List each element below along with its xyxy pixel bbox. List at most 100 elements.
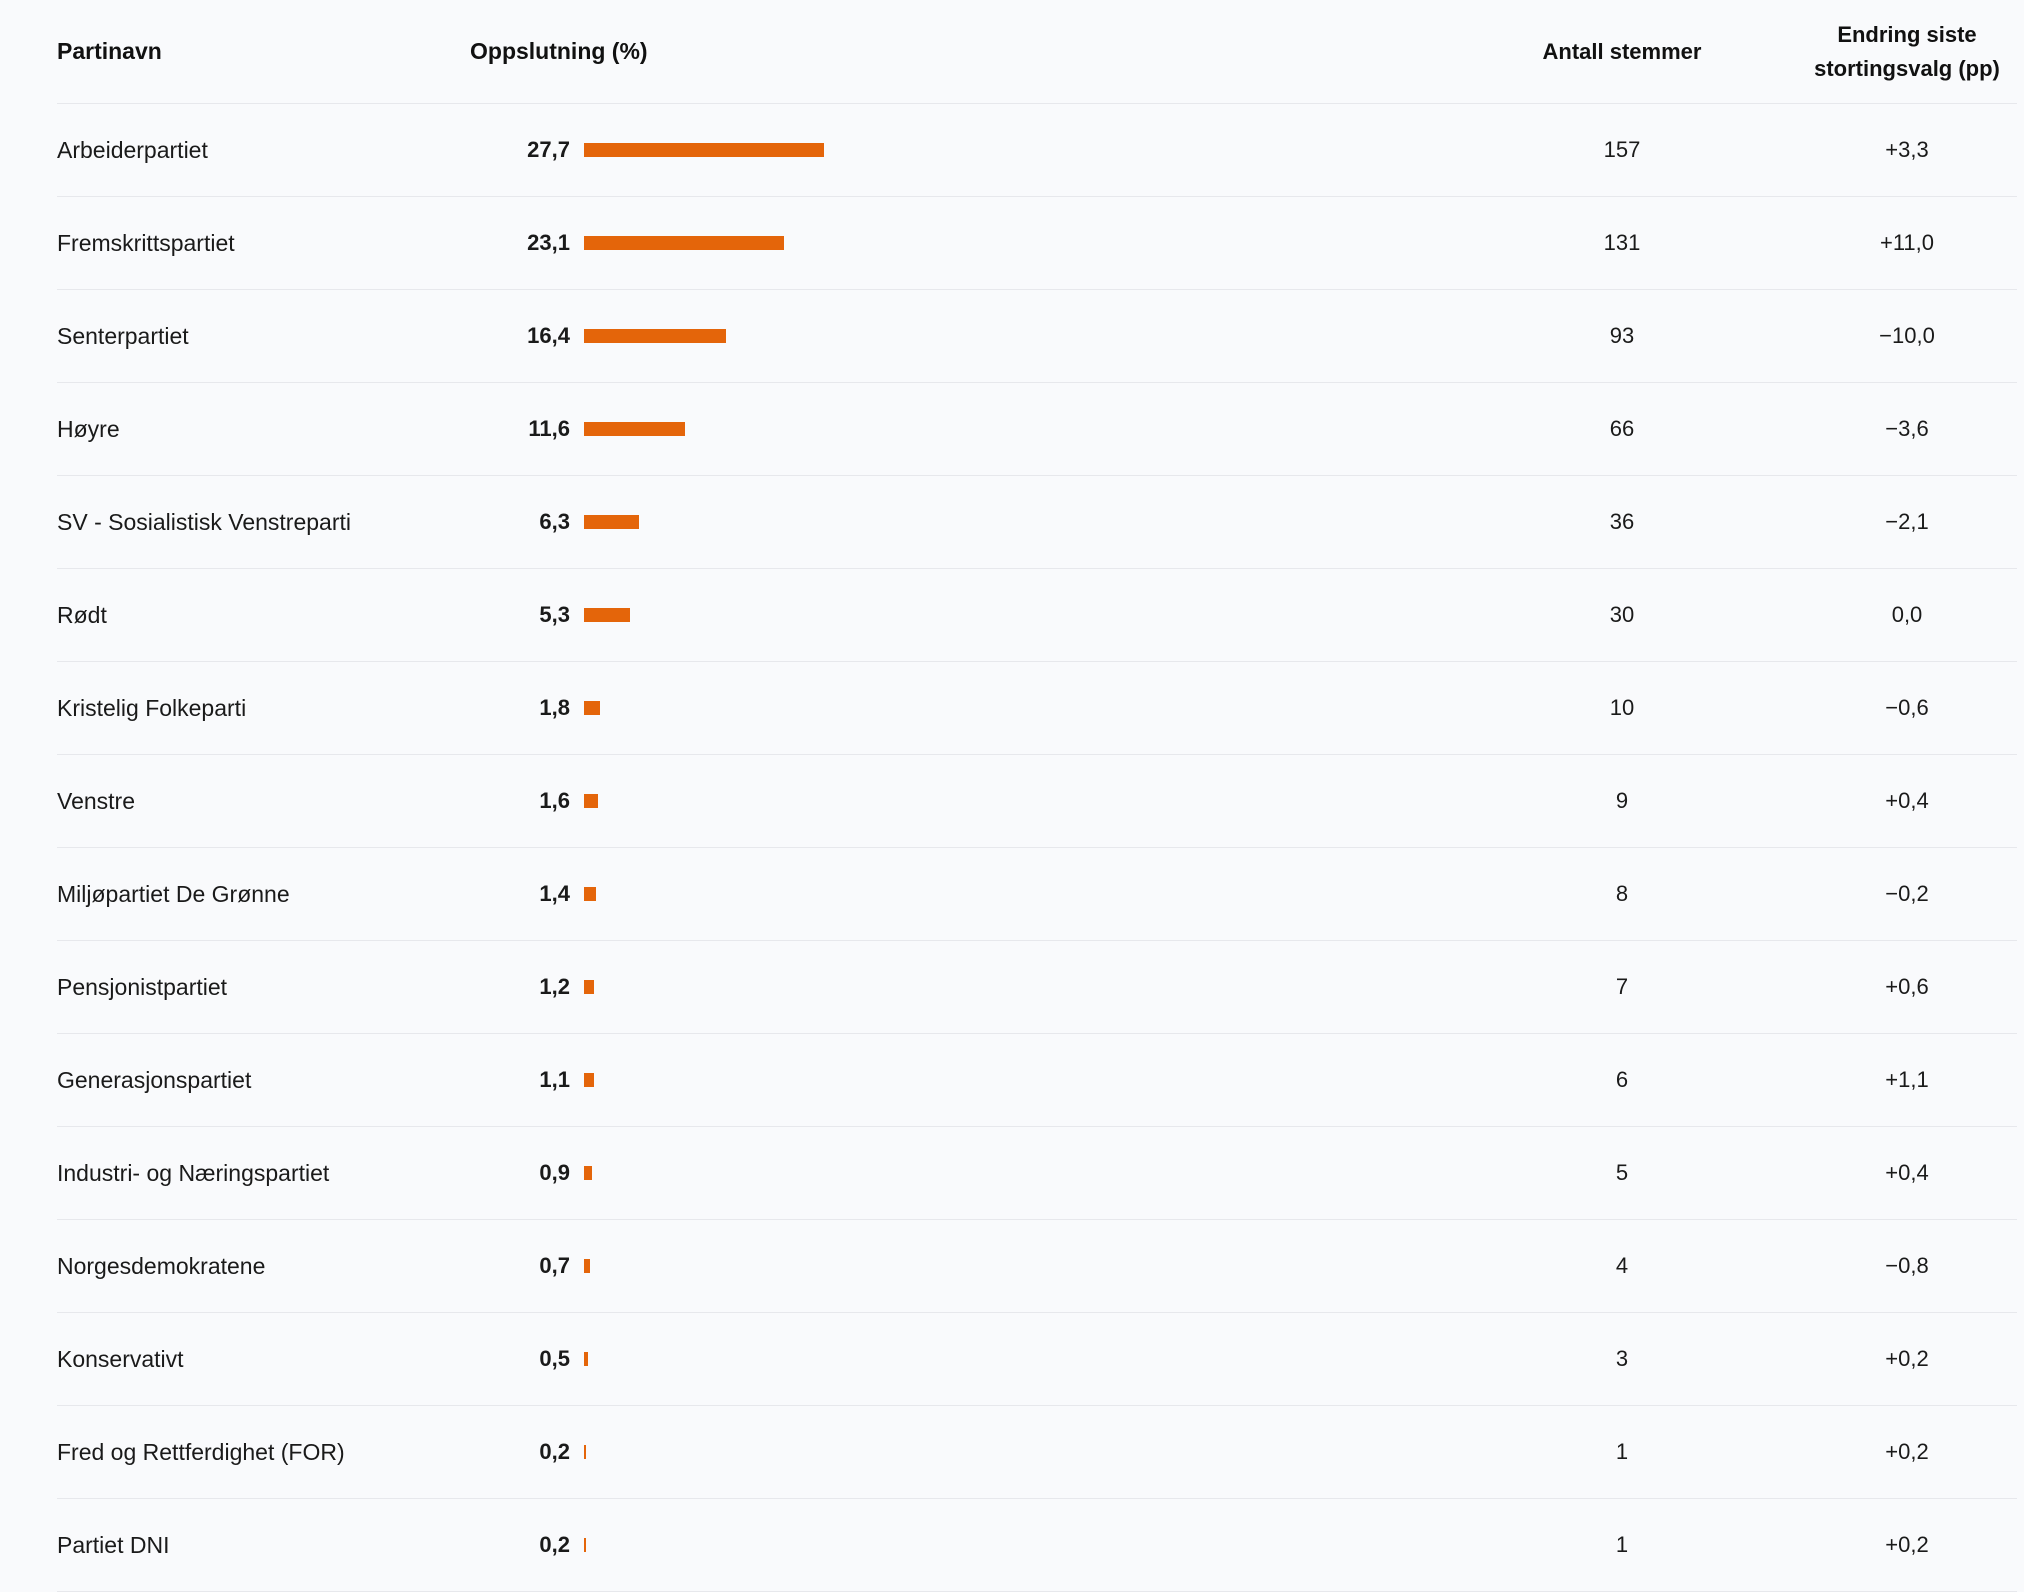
table-row: Høyre 11,6 66 −3,6 bbox=[57, 383, 2017, 476]
votes-value: 7 bbox=[1615, 974, 1629, 999]
share-value: 0,2 bbox=[539, 1532, 570, 1557]
share-bar-track bbox=[584, 422, 1284, 436]
votes-value: 1 bbox=[1615, 1532, 1629, 1557]
share-bar bbox=[584, 608, 630, 622]
votes-value: 8 bbox=[1615, 881, 1629, 906]
share-cell: 23,1 bbox=[470, 197, 1370, 289]
share-cell: 1,6 bbox=[470, 755, 1370, 847]
share-bar bbox=[584, 515, 639, 529]
share-cell: 1,2 bbox=[470, 941, 1370, 1033]
share-bar bbox=[584, 980, 595, 994]
share-bar bbox=[584, 887, 597, 901]
table-row: SV - Sosialistisk Venstreparti 6,3 36 −2… bbox=[57, 476, 2017, 569]
share-bar bbox=[584, 1352, 589, 1366]
share-cell: 1,8 bbox=[470, 662, 1370, 754]
party-name: Industri- og Næringspartiet bbox=[57, 1159, 330, 1186]
share-value: 1,6 bbox=[539, 788, 570, 813]
share-bar-track bbox=[584, 1166, 1284, 1180]
share-cell: 11,6 bbox=[470, 383, 1370, 475]
share-cell: 16,4 bbox=[470, 290, 1370, 382]
share-bar bbox=[584, 329, 727, 343]
change-value: 0,0 bbox=[1891, 602, 1923, 627]
table-row: Partiet DNI 0,2 1 +0,2 bbox=[57, 1499, 2017, 1592]
share-bar bbox=[584, 1259, 591, 1273]
party-name: Miljøpartiet De Grønne bbox=[57, 880, 290, 907]
share-bar-track bbox=[584, 329, 1284, 343]
table-row: Fred og Rettferdighet (FOR) 0,2 1 +0,2 bbox=[57, 1406, 2017, 1499]
party-name: Partiet DNI bbox=[57, 1531, 170, 1558]
party-name: Venstre bbox=[57, 787, 135, 814]
party-name: Generasjonspartiet bbox=[57, 1066, 252, 1093]
share-value: 1,1 bbox=[539, 1067, 570, 1092]
votes-value: 1 bbox=[1615, 1439, 1629, 1464]
share-bar bbox=[584, 422, 685, 436]
party-name: Kristelig Folkeparti bbox=[57, 694, 247, 721]
share-value: 11,6 bbox=[528, 416, 570, 441]
share-value: 5,3 bbox=[539, 602, 570, 627]
share-bar-track bbox=[584, 1259, 1284, 1273]
share-bar-track bbox=[584, 887, 1284, 901]
share-bar-track bbox=[584, 1073, 1284, 1087]
votes-value: 9 bbox=[1615, 788, 1629, 813]
change-value: −0,8 bbox=[1885, 1253, 1929, 1278]
change-value: +0,4 bbox=[1885, 1160, 1929, 1185]
change-value: +0,2 bbox=[1885, 1532, 1929, 1557]
table-row: Kristelig Folkeparti 1,8 10 −0,6 bbox=[57, 662, 2017, 755]
share-bar bbox=[584, 701, 600, 715]
votes-value: 4 bbox=[1615, 1253, 1629, 1278]
header-share[interactable]: Oppslutning (%) bbox=[470, 38, 648, 64]
share-bar-track bbox=[584, 1538, 1284, 1552]
share-bar-track bbox=[584, 143, 1284, 157]
header-party[interactable]: Partinavn bbox=[57, 38, 162, 64]
votes-value: 93 bbox=[1609, 323, 1635, 348]
change-value: +0,4 bbox=[1885, 788, 1929, 813]
table-row: Rødt 5,3 30 0,0 bbox=[57, 569, 2017, 662]
share-value: 23,1 bbox=[527, 230, 570, 255]
party-name: SV - Sosialistisk Venstreparti bbox=[57, 508, 352, 535]
votes-value: 66 bbox=[1609, 416, 1635, 441]
party-name: Konservativt bbox=[57, 1345, 184, 1372]
table-row: Pensjonistpartiet 1,2 7 +0,6 bbox=[57, 941, 2017, 1034]
table-body: Arbeiderpartiet 27,7 157 +3,3 Fremskritt… bbox=[57, 104, 2017, 1592]
share-bar-track bbox=[584, 980, 1284, 994]
share-value: 1,2 bbox=[539, 974, 570, 999]
share-bar bbox=[584, 1166, 592, 1180]
change-value: −2,1 bbox=[1885, 509, 1929, 534]
party-name: Rødt bbox=[57, 601, 107, 628]
share-bar-track bbox=[584, 1352, 1284, 1366]
table-row: Venstre 1,6 9 +0,4 bbox=[57, 755, 2017, 848]
votes-value: 30 bbox=[1609, 602, 1635, 627]
share-value: 0,2 bbox=[539, 1439, 570, 1464]
table-row: Konservativt 0,5 3 +0,2 bbox=[57, 1313, 2017, 1406]
table-row: Norgesdemokratene 0,7 4 −0,8 bbox=[57, 1220, 2017, 1313]
table-row: Senterpartiet 16,4 93 −10,0 bbox=[57, 290, 2017, 383]
header-change-line2: stortingsvalg (pp) bbox=[1814, 55, 2000, 81]
share-cell: 6,3 bbox=[470, 476, 1370, 568]
share-value: 0,7 bbox=[539, 1253, 570, 1278]
share-bar-track bbox=[584, 608, 1284, 622]
change-value: −0,6 bbox=[1885, 695, 1929, 720]
share-value: 0,9 bbox=[539, 1160, 570, 1185]
party-name: Arbeiderpartiet bbox=[57, 136, 208, 163]
share-value: 0,5 bbox=[539, 1346, 570, 1371]
votes-value: 157 bbox=[1603, 137, 1641, 162]
share-cell: 5,3 bbox=[470, 569, 1370, 661]
votes-value: 5 bbox=[1615, 1160, 1629, 1185]
change-value: +0,2 bbox=[1885, 1439, 1929, 1464]
votes-value: 131 bbox=[1603, 230, 1641, 255]
share-cell: 0,9 bbox=[470, 1127, 1370, 1219]
share-bar bbox=[584, 794, 598, 808]
share-cell: 27,7 bbox=[470, 104, 1370, 196]
votes-value: 3 bbox=[1615, 1346, 1629, 1371]
share-cell: 1,1 bbox=[470, 1034, 1370, 1126]
votes-value: 10 bbox=[1609, 695, 1635, 720]
header-change[interactable]: Endring siste stortingsvalg (pp) bbox=[1767, 0, 2024, 103]
table-row: Generasjonspartiet 1,1 6 +1,1 bbox=[57, 1034, 2017, 1127]
change-value: +1,1 bbox=[1885, 1067, 1929, 1092]
share-cell: 0,7 bbox=[470, 1220, 1370, 1312]
header-votes[interactable]: Antall stemmer bbox=[1542, 38, 1702, 64]
party-name: Fremskrittspartiet bbox=[57, 229, 235, 256]
share-value: 1,4 bbox=[539, 881, 570, 906]
change-value: +11,0 bbox=[1879, 230, 1935, 255]
share-bar-track bbox=[584, 515, 1284, 529]
